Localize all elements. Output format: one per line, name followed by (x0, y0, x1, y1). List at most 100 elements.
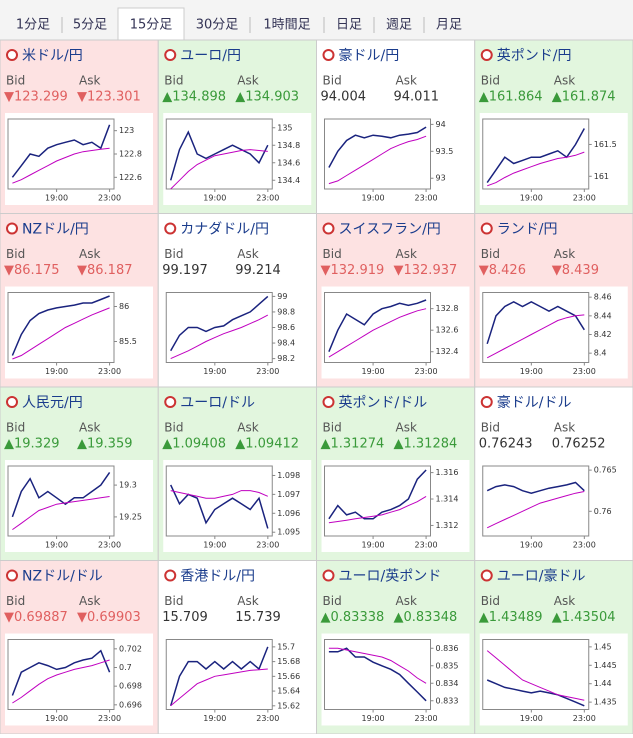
bid-label: Bid (323, 74, 342, 88)
x-tick-label: 19:00 (45, 714, 68, 723)
price-line (328, 299, 427, 352)
bid-label: Bid (6, 421, 25, 435)
y-tick-label: 132.8 (436, 304, 459, 313)
bid-label: Bid (323, 594, 342, 608)
pair-name[interactable]: ユーロ/円 (180, 48, 241, 64)
ask-value: ▼132.937 (394, 263, 458, 278)
y-tick-label: 15.64 (277, 687, 300, 696)
y-tick-label: 8.42 (594, 330, 612, 339)
bid-label: Bid (164, 421, 183, 435)
y-tick-label: 132.4 (436, 347, 459, 356)
y-tick-label: 19.3 (119, 481, 137, 490)
ask-label: Ask (554, 594, 575, 608)
chart-box (321, 113, 470, 205)
pair-name[interactable]: ユーロ/英ポンド (339, 568, 442, 585)
price-line (170, 314, 269, 360)
y-tick-label: 15.66 (277, 672, 300, 681)
pair-name[interactable]: NZドル/円 (22, 222, 89, 238)
tab[interactable]: 週足 (386, 18, 412, 33)
pair-name[interactable]: 人民元/円 (22, 395, 83, 411)
ask-label: Ask (396, 247, 417, 261)
pair-name[interactable]: 英ポンド/ドル (339, 394, 428, 411)
flag-icon (164, 569, 177, 582)
y-tick-label: 1.316 (436, 468, 459, 477)
ask-label: Ask (554, 74, 575, 88)
price-line (11, 471, 111, 518)
chart-box (163, 460, 312, 552)
price-line (328, 126, 427, 168)
x-tick-label: 19:00 (45, 194, 68, 203)
bid-value: ▲161.864 (479, 90, 543, 105)
chart-box (5, 633, 153, 726)
pair-name[interactable]: ユーロ/ドル (180, 395, 255, 411)
price-line (170, 295, 269, 352)
flag-icon (480, 222, 493, 235)
y-tick-label: 0.836 (436, 644, 459, 653)
tab[interactable]: 月足 (436, 18, 462, 33)
flag-icon (6, 49, 18, 61)
plot-area (7, 465, 115, 537)
y-tick-label: 123 (119, 126, 134, 135)
y-tick-label: 0.696 (119, 700, 142, 709)
flag-icon (480, 396, 493, 408)
tab[interactable]: 日足 (336, 18, 362, 33)
chart-box (479, 286, 628, 379)
x-tick-label: 23:00 (256, 367, 279, 376)
ask-value: ▼123.301 (77, 90, 141, 105)
ask-value: ▼8.439 (552, 263, 599, 278)
price-line (328, 135, 427, 185)
y-tick-label: 135 (277, 123, 292, 132)
y-tick-label: 15.7 (277, 642, 295, 651)
plot-area (324, 118, 431, 190)
ask-label: Ask (554, 421, 575, 435)
y-tick-label: 134.4 (277, 176, 300, 185)
bid-label: Bid (481, 594, 500, 608)
pair-name[interactable]: ランド/円 (497, 222, 558, 238)
price-line (486, 128, 585, 184)
price-line (11, 124, 111, 178)
y-tick-label: 1.096 (277, 509, 300, 518)
pair-name[interactable]: 米ドル/円 (22, 48, 83, 64)
bid-label: Bid (481, 421, 500, 435)
tab[interactable]: 5分足 (73, 18, 107, 33)
bid-label: Bid (323, 421, 342, 435)
pair-name[interactable]: スイスフラン/円 (339, 222, 441, 238)
tab[interactable]: 1分足 (16, 18, 50, 33)
pair-name[interactable]: 英ポンド/円 (497, 47, 572, 64)
bid-label: Bid (323, 247, 342, 261)
pair-name[interactable]: 香港ドル/円 (180, 569, 255, 585)
pair-name[interactable]: ユーロ/豪ドル (497, 569, 586, 585)
tab[interactable]: 30分足 (196, 18, 239, 33)
bid-value: ▼86.175 (4, 263, 60, 278)
pair-name[interactable]: 豪ドル/ドル (497, 395, 572, 411)
y-tick-label: 0.698 (119, 682, 142, 691)
price-line (328, 308, 427, 358)
price-line (486, 491, 585, 529)
y-tick-label: 0.702 (119, 644, 142, 653)
x-tick-label: 23:00 (98, 714, 121, 723)
tab[interactable]: 1時間足 (263, 18, 310, 33)
x-tick-label: 19:00 (362, 541, 385, 550)
y-tick-label: 134.6 (277, 158, 300, 167)
chart-box (479, 113, 628, 205)
bid-value: 15.709 (162, 610, 208, 625)
ask-value: ▲1.43504 (552, 610, 616, 625)
x-tick-label: 23:00 (573, 714, 596, 723)
bid-value: ▲1.31274 (321, 437, 385, 452)
bid-value: ▼123.299 (4, 90, 68, 105)
pair-name[interactable]: 豪ドル/円 (339, 48, 400, 64)
ask-value: ▲1.31284 (394, 437, 458, 452)
y-tick-label: 1.435 (594, 698, 617, 707)
flag-icon (480, 569, 493, 582)
ask-label: Ask (237, 74, 258, 88)
tab[interactable]: 15分足 (130, 18, 173, 33)
pair-name[interactable]: NZドル/ドル (22, 569, 103, 585)
y-tick-label: 8.4 (594, 349, 607, 358)
bid-value: ▲1.09408 (162, 437, 226, 452)
x-tick-label: 19:00 (362, 714, 385, 723)
chart-box (5, 113, 153, 205)
pair-name[interactable]: カナダドル/円 (180, 222, 269, 238)
ask-label: Ask (396, 594, 417, 608)
